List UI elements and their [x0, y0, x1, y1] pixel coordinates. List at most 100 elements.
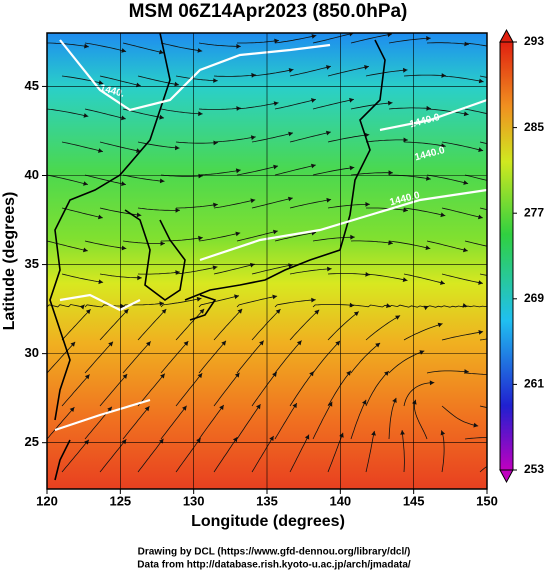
streamline — [327, 66, 369, 77]
streamline — [289, 199, 332, 209]
streamline-arrow — [69, 407, 75, 412]
streamline-arrow — [212, 265, 218, 271]
streamline-arrow — [371, 430, 376, 436]
streamline-arrow — [362, 399, 367, 405]
streamline — [137, 207, 180, 211]
streamline — [198, 107, 241, 110]
streamline-arrow — [160, 373, 165, 379]
colorbar-tick-label: 253 — [524, 462, 544, 476]
streamline — [327, 273, 370, 276]
x-tick-label: 130 — [183, 493, 205, 508]
streamline-arrow — [121, 48, 127, 53]
streamline-arrow — [108, 341, 113, 347]
streamline — [365, 430, 375, 473]
streamline — [236, 295, 278, 308]
streamline-arrow — [403, 137, 408, 143]
streamline-arrow — [517, 277, 522, 282]
streamline-arrow — [326, 197, 332, 203]
streamline-arrow — [440, 430, 446, 436]
streamline-arrow — [463, 111, 469, 117]
streamline — [99, 438, 127, 473]
streamline-arrow — [107, 406, 112, 412]
streamline-arrow — [326, 65, 331, 70]
streamline — [464, 436, 487, 440]
streamline — [251, 308, 281, 341]
streamline — [84, 174, 126, 185]
streamline-arrow — [98, 148, 103, 153]
streamline — [122, 240, 165, 244]
streamline — [464, 108, 487, 115]
streamline-arrow — [403, 207, 408, 213]
streamline — [161, 237, 203, 242]
streamline-arrow — [159, 301, 164, 306]
streamline — [441, 405, 479, 427]
streamline — [441, 75, 484, 83]
streamline-arrow — [250, 135, 256, 140]
y-tick-label: 30 — [25, 345, 39, 360]
streamline — [274, 402, 298, 440]
streamline — [61, 207, 103, 219]
streamline — [251, 197, 293, 209]
streamline-arrow — [269, 436, 274, 441]
x-tick-label: 135 — [256, 493, 278, 508]
streamline-arrow — [426, 36, 431, 41]
streamline-arrow — [335, 340, 341, 346]
streamline — [388, 304, 429, 308]
streamline-arrow — [123, 309, 129, 314]
streamline — [137, 438, 164, 473]
streamline — [47, 174, 88, 185]
streamline — [274, 340, 302, 374]
streamline-arrow — [429, 380, 435, 386]
streamline — [47, 240, 88, 252]
streamline — [99, 273, 142, 279]
colorbar — [499, 41, 514, 471]
streamline-arrow — [121, 181, 126, 186]
streamline — [289, 434, 310, 473]
streamline — [137, 271, 180, 275]
streamline-arrow — [463, 180, 469, 185]
streamline-arrow — [251, 72, 256, 78]
streamline — [274, 35, 317, 44]
streamline — [175, 437, 201, 473]
streamline-arrow — [175, 208, 180, 213]
streamline — [426, 370, 469, 374]
streamline-arrow — [311, 34, 317, 39]
streamline — [213, 308, 243, 341]
streamline-arrow — [437, 322, 443, 328]
streamline — [122, 42, 164, 54]
streamline-arrow — [160, 241, 165, 246]
streamline-arrow — [288, 68, 294, 73]
streamline — [350, 240, 393, 244]
x-axis-label: Longitude (degrees) — [191, 513, 345, 530]
streamline-arrow — [311, 163, 316, 169]
streamline-arrow — [199, 308, 205, 314]
streamline — [289, 268, 332, 275]
streamline — [236, 403, 261, 440]
streamline-arrow — [121, 115, 126, 121]
streamline — [175, 372, 203, 407]
streamline — [312, 167, 355, 176]
streamline-arrow — [328, 401, 333, 407]
streamline — [388, 37, 431, 44]
streamline — [464, 372, 487, 375]
streamline — [350, 102, 393, 110]
x-tick-label: 145 — [403, 493, 425, 508]
streamline-arrow — [136, 82, 141, 88]
streamline-arrow — [146, 341, 151, 347]
streamline — [99, 373, 128, 407]
streamline — [289, 65, 332, 77]
streamline-arrow — [339, 432, 344, 438]
streamline — [312, 236, 355, 242]
streamline — [312, 401, 333, 440]
streamline-arrow — [196, 296, 202, 302]
streamline-arrow — [175, 145, 180, 151]
y-axis-label: Latitude (degrees) — [1, 192, 18, 331]
streamline-arrow — [273, 229, 278, 235]
streamline — [464, 240, 487, 247]
streamline — [160, 297, 202, 308]
streamline — [441, 273, 483, 284]
streamline-arrow — [183, 341, 189, 346]
streamline-arrow — [309, 371, 314, 377]
streamline-arrow — [516, 149, 521, 154]
streamline — [84, 240, 127, 249]
